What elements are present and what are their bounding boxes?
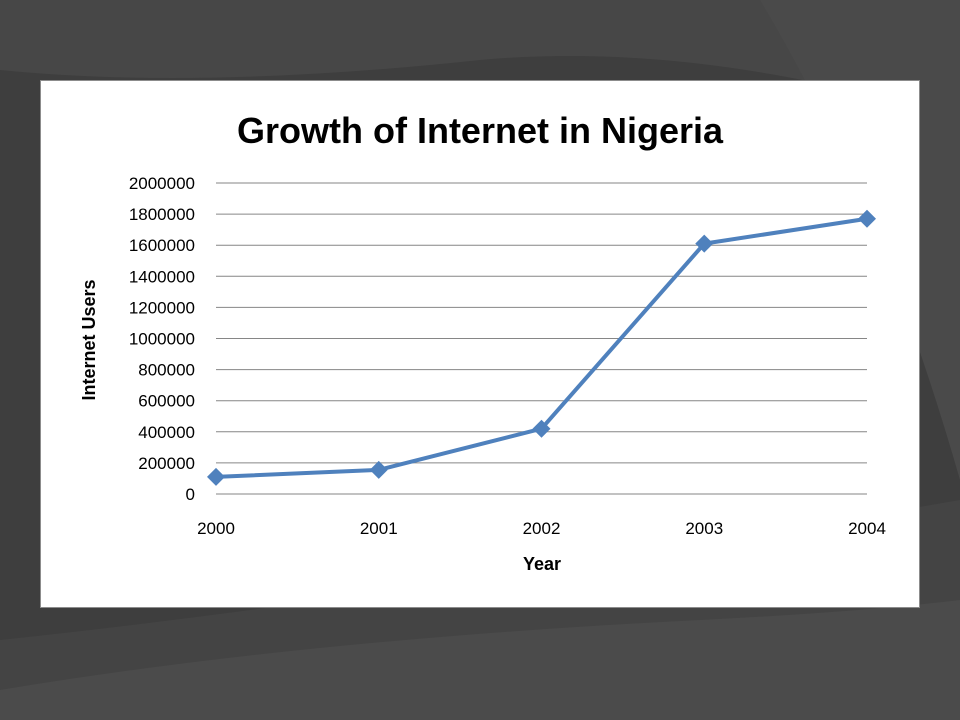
series-line — [215, 216, 868, 479]
chart-title: Growth of Internet in Nigeria — [237, 110, 724, 151]
y-axis-title: Internet Users — [79, 279, 99, 400]
y-tick-label: 1800000 — [129, 205, 195, 224]
y-tick-label: 600000 — [138, 392, 195, 411]
chart-panel — [40, 80, 920, 608]
y-tick-label: 1000000 — [129, 330, 195, 349]
y-tick-label: 1600000 — [129, 236, 195, 255]
x-tick-label: 2003 — [685, 519, 723, 538]
x-tick-label: 2000 — [197, 519, 235, 538]
y-tick-label: 1200000 — [129, 298, 195, 317]
x-tick-label: 2001 — [360, 519, 398, 538]
y-tick-label: 400000 — [138, 423, 195, 442]
data-point-marker — [207, 467, 225, 486]
x-axis-ticks: 2000 2001 2002 2003 2004 — [197, 519, 886, 538]
data-point-marker — [369, 460, 388, 479]
y-tick-label: 200000 — [138, 454, 195, 473]
gridlines — [216, 182, 867, 495]
y-tick-label: 2000000 — [129, 174, 195, 193]
series-layer — [207, 209, 876, 486]
y-tick-label: 800000 — [138, 361, 195, 380]
y-axis-ticks: 0 200000 400000 600000 800000 1000000 1200000 1… — [129, 174, 195, 504]
data-point-marker — [695, 234, 714, 253]
x-axis-title: Year — [523, 554, 561, 574]
x-tick-label: 2002 — [523, 519, 561, 538]
x-tick-label: 2004 — [848, 519, 886, 538]
y-tick-label: 0 — [186, 485, 195, 504]
data-point-marker — [532, 419, 551, 438]
data-point-marker — [858, 209, 876, 228]
y-tick-label: 1400000 — [129, 267, 195, 286]
